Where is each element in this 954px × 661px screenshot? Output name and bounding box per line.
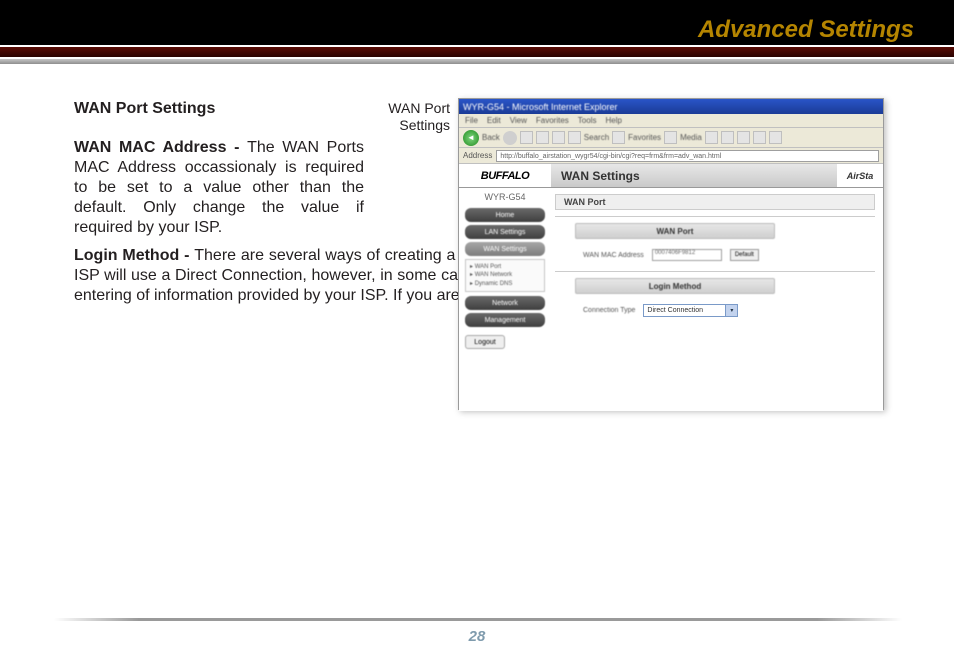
conn-type-select[interactable]: Direct Connection ▾ (643, 304, 738, 317)
ie-home-icon[interactable] (552, 131, 565, 144)
ie-toolbar-icon[interactable] (769, 131, 782, 144)
router-main: WAN Port WAN Port WAN MAC Address 000740… (551, 188, 883, 411)
conn-label: Connection Type (583, 307, 635, 314)
router-sidebar: WYR-G54 Home LAN Settings WAN Settings W… (459, 188, 551, 411)
ie-address-label: Address (463, 151, 492, 160)
ie-back-button[interactable] (463, 130, 479, 146)
ie-stop-icon[interactable] (520, 131, 533, 144)
ie-menubar: File Edit View Favorites Tools Help (459, 114, 883, 128)
para1-bold: WAN MAC Address - (74, 139, 247, 156)
ie-back-label: Back (482, 133, 500, 142)
page-title: Advanced Settings (698, 16, 914, 44)
subnav-item[interactable]: WAN Port (470, 263, 540, 271)
ie-toolbar-icon[interactable] (737, 131, 750, 144)
mac-default-button[interactable]: Default (730, 249, 759, 261)
ie-address-bar: Address http://buffalo_airstation_wygr54… (459, 148, 883, 164)
logout-button[interactable]: Logout (465, 335, 505, 349)
para2-bold: Login Method - (74, 247, 194, 264)
breadcrumb: WAN Port (555, 194, 875, 210)
footer-rule (54, 618, 902, 621)
ie-toolbar-icon[interactable] (721, 131, 734, 144)
ie-refresh-icon[interactable] (536, 131, 549, 144)
nav-lan[interactable]: LAN Settings (465, 225, 545, 239)
mac-row: WAN MAC Address 0007406F9812 Default (583, 249, 875, 261)
ie-menu-item[interactable]: Help (605, 116, 621, 125)
page-number: 28 (0, 628, 954, 645)
router-page-title: WAN Settings (551, 164, 837, 187)
nav-home[interactable]: Home (465, 208, 545, 222)
panel-head-wanport: WAN Port (575, 223, 775, 239)
router-header: BUFFALO WAN Settings AirSta (459, 164, 883, 188)
paragraph-mac: WAN MAC Address - The WAN Ports MAC Addr… (74, 138, 364, 238)
ie-favorites-icon[interactable] (612, 131, 625, 144)
caption-l1: WAN Port (388, 100, 450, 116)
panel-login-method: Login Method Connection Type Direct Conn… (555, 271, 875, 327)
stripe-red (0, 47, 954, 57)
ie-forward-button[interactable] (503, 131, 517, 145)
ie-title-text: WYR-G54 - Microsoft Internet Explorer (463, 102, 618, 112)
nav-management[interactable]: Management (465, 313, 545, 327)
nav-wan[interactable]: WAN Settings (465, 242, 545, 256)
nav-network[interactable]: Network (465, 296, 545, 310)
screenshot-caption: WAN Port Settings (360, 100, 450, 134)
document-page: Advanced Settings WAN Port Settings WAN … (0, 0, 954, 661)
stripe-grey (0, 59, 954, 64)
nav-wan-subnav: WAN Port WAN Network Dynamic DNS (465, 259, 545, 292)
ie-toolbar-icon[interactable] (753, 131, 766, 144)
ie-search-icon[interactable] (568, 131, 581, 144)
router-model: WYR-G54 (465, 192, 545, 202)
mac-input[interactable]: 0007406F9812 (652, 249, 722, 261)
ie-menu-item[interactable]: Edit (487, 116, 501, 125)
ie-menu-item[interactable]: Tools (578, 116, 597, 125)
buffalo-logo: BUFFALO (459, 170, 551, 182)
ie-titlebar: WYR-G54 - Microsoft Internet Explorer (459, 99, 883, 114)
router-body: WYR-G54 Home LAN Settings WAN Settings W… (459, 188, 883, 411)
banner-stripes (0, 45, 954, 64)
airstation-brand: AirSta (837, 171, 883, 181)
ie-address-field[interactable]: http://buffalo_airstation_wygr54/cgi-bin… (496, 150, 879, 162)
panel-wan-port: WAN Port WAN MAC Address 0007406F9812 De… (555, 216, 875, 271)
ie-media-label: Media (680, 133, 702, 142)
embedded-screenshot: WYR-G54 - Microsoft Internet Explorer Fi… (458, 98, 884, 410)
panel-head-login: Login Method (575, 278, 775, 294)
ie-media-icon[interactable] (664, 131, 677, 144)
ie-menu-item[interactable]: View (510, 116, 527, 125)
mac-label: WAN MAC Address (583, 252, 644, 259)
router-admin-page: BUFFALO WAN Settings AirSta WYR-G54 Home… (459, 164, 883, 411)
ie-toolbar: Back Search Favorites Media (459, 128, 883, 148)
conn-row: Connection Type Direct Connection ▾ (583, 304, 875, 317)
ie-menu-item[interactable]: Favorites (536, 116, 569, 125)
ie-fav-label: Favorites (628, 133, 661, 142)
ie-search-label: Search (584, 133, 609, 142)
ie-toolbar-icon[interactable] (705, 131, 718, 144)
chevron-down-icon: ▾ (725, 305, 737, 316)
subnav-item[interactable]: WAN Network (470, 271, 540, 279)
subnav-item[interactable]: Dynamic DNS (470, 280, 540, 288)
ie-menu-item[interactable]: File (465, 116, 478, 125)
caption-l2: Settings (399, 117, 450, 133)
conn-select-value: Direct Connection (647, 307, 703, 314)
